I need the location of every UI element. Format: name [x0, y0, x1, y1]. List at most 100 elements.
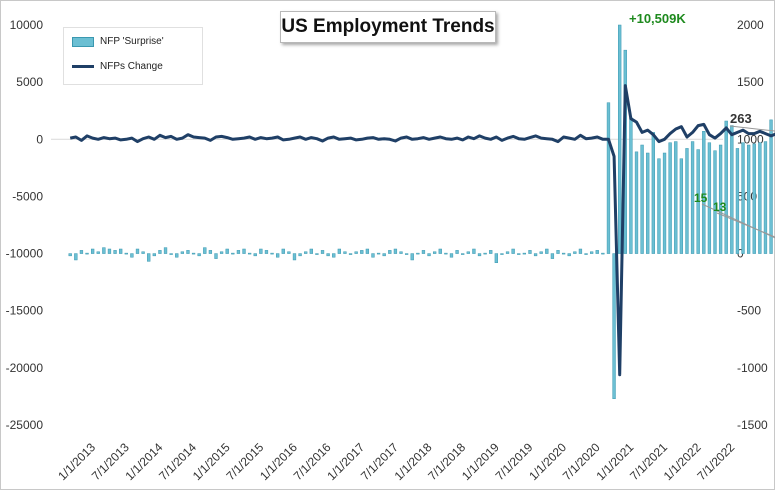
- legend-swatch-surprise: [72, 36, 94, 47]
- surprise-bar: [618, 24, 622, 254]
- surprise-bar: [494, 253, 498, 263]
- surprise-bar: [679, 158, 684, 254]
- surprise-bar: [365, 248, 370, 254]
- surprise-bar: [657, 158, 661, 254]
- surprise-bar: [388, 250, 392, 254]
- surprise-bar: [113, 250, 117, 254]
- x-tick-label: 7/1/2022: [694, 440, 737, 483]
- surprise-bar: [79, 250, 84, 254]
- y-right-tick-label: -1000: [737, 361, 768, 375]
- surprise-bar: [264, 250, 269, 254]
- surprise-bar: [438, 248, 442, 254]
- surprise-bar: [640, 144, 644, 254]
- surprise-bar: [601, 252, 605, 255]
- surprise-bar: [281, 248, 285, 254]
- surprise-bar: [433, 251, 437, 254]
- chart-title-box: US Employment Trends: [280, 11, 496, 43]
- surprise-bar: [348, 253, 353, 255]
- surprise-bar: [354, 251, 358, 254]
- y-right-tick-label: -1500: [737, 418, 768, 432]
- surprise-bar: [539, 251, 543, 254]
- surprise-bar: [247, 252, 252, 255]
- surprise-bar: [702, 131, 706, 254]
- surprise-bar: [472, 248, 476, 254]
- surprise-bar: [320, 250, 325, 254]
- surprise-bar: [763, 141, 768, 254]
- surprise-bar: [186, 250, 190, 254]
- surprise-bar: [533, 253, 538, 257]
- surprise-bar: [584, 253, 588, 255]
- surprise-bar: [96, 251, 100, 254]
- surprise-bar: [203, 247, 207, 254]
- y-left-tick-label: -15000: [6, 304, 44, 318]
- surprise-bar: [337, 248, 341, 254]
- surprise-bar: [741, 142, 745, 254]
- legend-item-nfp: NFPs Change: [72, 61, 163, 72]
- surprise-bar: [231, 252, 235, 255]
- callout-lines: [701, 125, 775, 239]
- surprise-bar: [696, 149, 700, 254]
- surprise-bar: [573, 251, 577, 254]
- surprise-bar: [690, 141, 695, 254]
- surprise-bar: [135, 248, 140, 254]
- latest-change-annotation: 263: [730, 111, 752, 126]
- surprise-bar: [208, 250, 213, 254]
- surprise-bar: [528, 250, 532, 254]
- surprise-bar: [522, 252, 527, 255]
- surprise-bar: [85, 252, 89, 255]
- surprise-bar: [292, 253, 297, 261]
- surprise-bar: [505, 251, 510, 254]
- surprise-bar: [180, 251, 185, 254]
- surprise-bar: [242, 248, 246, 254]
- surprise-bar: [225, 248, 229, 254]
- surprise-bar: [399, 251, 403, 254]
- surprise-bar: [197, 253, 201, 257]
- surprise-bar: [707, 142, 712, 254]
- surprise-bar: [752, 143, 756, 254]
- surprise-bar: [175, 253, 179, 258]
- surprise-bar: [461, 253, 465, 255]
- legend-label-surprise: NFP 'Surprise': [100, 36, 164, 47]
- surprise-bar: [449, 253, 454, 258]
- surprise-bar: [68, 253, 72, 257]
- surprise-bar: [382, 253, 386, 257]
- surprise-bar: [360, 250, 364, 254]
- surprise-bar: [561, 252, 566, 255]
- surprise-bar: [416, 252, 420, 255]
- surprise-bar: [735, 148, 740, 254]
- y-right-tick-label: 2000: [737, 18, 764, 32]
- surprise-bar: [410, 253, 414, 261]
- surprise-bar: [427, 253, 431, 257]
- callout-surprise-b: [716, 212, 775, 238]
- surprise-bar: [214, 253, 218, 259]
- surprise-bar: [259, 248, 263, 254]
- surprise-bar: [713, 150, 717, 254]
- peak-annotation: +10,509K: [629, 11, 686, 26]
- surprise-bar: [769, 119, 773, 254]
- surprise-bar: [169, 253, 173, 255]
- surprise-bar: [315, 253, 319, 255]
- y-right-tick-label: 0: [737, 247, 744, 261]
- surprise-bar: [102, 247, 106, 254]
- y-axis-left: 10000 5000 0 -5000 -10000 -15000 -20000 -25000: [6, 18, 44, 432]
- surprise-bar: [595, 250, 599, 254]
- surprise-bar: [90, 248, 95, 254]
- surprise-bar: [253, 253, 257, 257]
- y-right-tick-label: -500: [737, 304, 761, 318]
- surprise-bar: [517, 253, 521, 255]
- y-left-tick-label: -25000: [6, 418, 44, 432]
- surprise-bar: [567, 253, 571, 257]
- y-left-tick-label: 0: [36, 132, 43, 146]
- surprise-bar: [718, 144, 723, 254]
- surprise-bar: [343, 251, 347, 254]
- surprise-bar: [483, 252, 487, 255]
- y-left-tick-label: 5000: [16, 75, 43, 89]
- nfp-change-line: [69, 84, 775, 377]
- surprise-bar: [152, 253, 156, 257]
- surprise-bar: [556, 250, 560, 254]
- surprise-bar: [287, 251, 291, 254]
- surprise-bar: [634, 151, 639, 254]
- surprise-bar: [685, 148, 689, 254]
- surprise-bar: [119, 248, 123, 254]
